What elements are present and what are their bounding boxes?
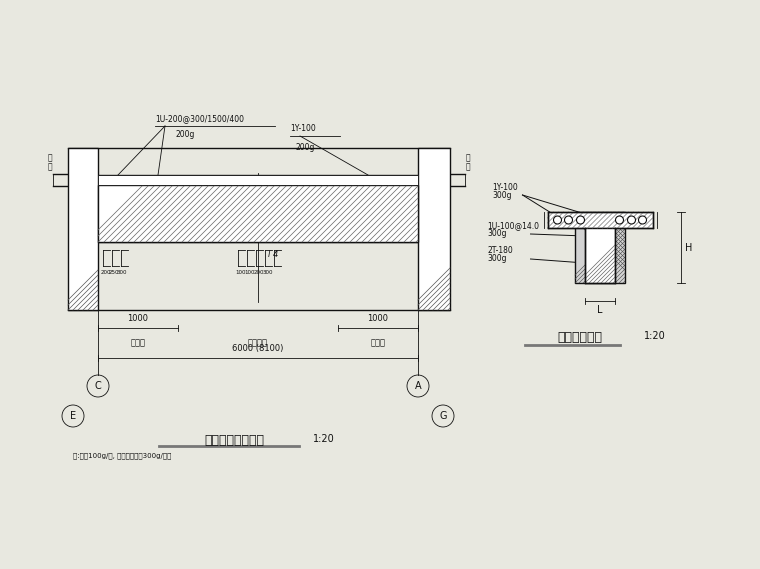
- Text: 非加密区: 非加密区: [248, 338, 268, 347]
- Text: 柱: 柱: [466, 162, 470, 171]
- Text: 300: 300: [117, 270, 127, 275]
- Text: l 4: l 4: [173, 175, 183, 184]
- Bar: [418, 148, 450, 310]
- Text: 6000 (8100): 6000 (8100): [233, 344, 283, 353]
- Text: 100: 100: [236, 270, 246, 275]
- Text: L: L: [597, 305, 603, 315]
- Bar: [98, 175, 418, 185]
- Text: 柱: 柱: [48, 162, 52, 171]
- Text: 200g: 200g: [175, 130, 195, 139]
- Text: l 4: l 4: [268, 249, 278, 258]
- Text: 250: 250: [109, 270, 119, 275]
- Text: 300g: 300g: [487, 254, 507, 263]
- Text: 1000: 1000: [368, 314, 388, 323]
- Circle shape: [616, 216, 623, 224]
- Text: A: A: [415, 381, 421, 391]
- Text: 2T-180: 2T-180: [487, 246, 513, 255]
- Text: 梁加固示意图: 梁加固示意图: [558, 331, 603, 344]
- Text: 1000: 1000: [128, 314, 148, 323]
- Text: 墙: 墙: [48, 153, 52, 162]
- Text: 200g: 200g: [295, 143, 315, 152]
- Bar: [68, 148, 98, 310]
- Text: 碳纤维加固示意图: 碳纤维加固示意图: [204, 434, 264, 447]
- Circle shape: [628, 216, 635, 224]
- Text: 注:碳纤100g/条, 粘钢加固材料300g/条布: 注:碳纤100g/条, 粘钢加固材料300g/条布: [73, 452, 171, 459]
- Text: 1Y-100: 1Y-100: [492, 183, 518, 192]
- Text: 100: 100: [245, 270, 255, 275]
- Bar: [575, 212, 625, 283]
- Text: 200: 200: [254, 270, 264, 275]
- Text: 加密区: 加密区: [371, 338, 385, 347]
- Text: 300: 300: [263, 270, 274, 275]
- Text: H: H: [686, 242, 693, 253]
- Text: 300g: 300g: [492, 191, 512, 200]
- Text: G: G: [439, 411, 447, 421]
- Text: 1U-200@300/1500/400: 1U-200@300/1500/400: [155, 114, 244, 123]
- Bar: [585, 228, 615, 283]
- Text: 1U-100@14.0: 1U-100@14.0: [487, 221, 540, 230]
- Circle shape: [553, 216, 562, 224]
- Text: 300g: 300g: [487, 229, 507, 238]
- Text: 加密区: 加密区: [131, 338, 145, 347]
- Bar: [547, 212, 653, 228]
- Text: 墙: 墙: [466, 153, 470, 162]
- Text: C: C: [95, 381, 101, 391]
- Text: E: E: [70, 411, 76, 421]
- Text: 200: 200: [101, 270, 111, 275]
- Text: 1:20: 1:20: [644, 331, 666, 341]
- Text: 1Y-100: 1Y-100: [290, 124, 315, 133]
- Circle shape: [577, 216, 584, 224]
- Circle shape: [638, 216, 647, 224]
- Text: 1:20: 1:20: [313, 434, 335, 444]
- Bar: [98, 185, 418, 242]
- Circle shape: [565, 216, 572, 224]
